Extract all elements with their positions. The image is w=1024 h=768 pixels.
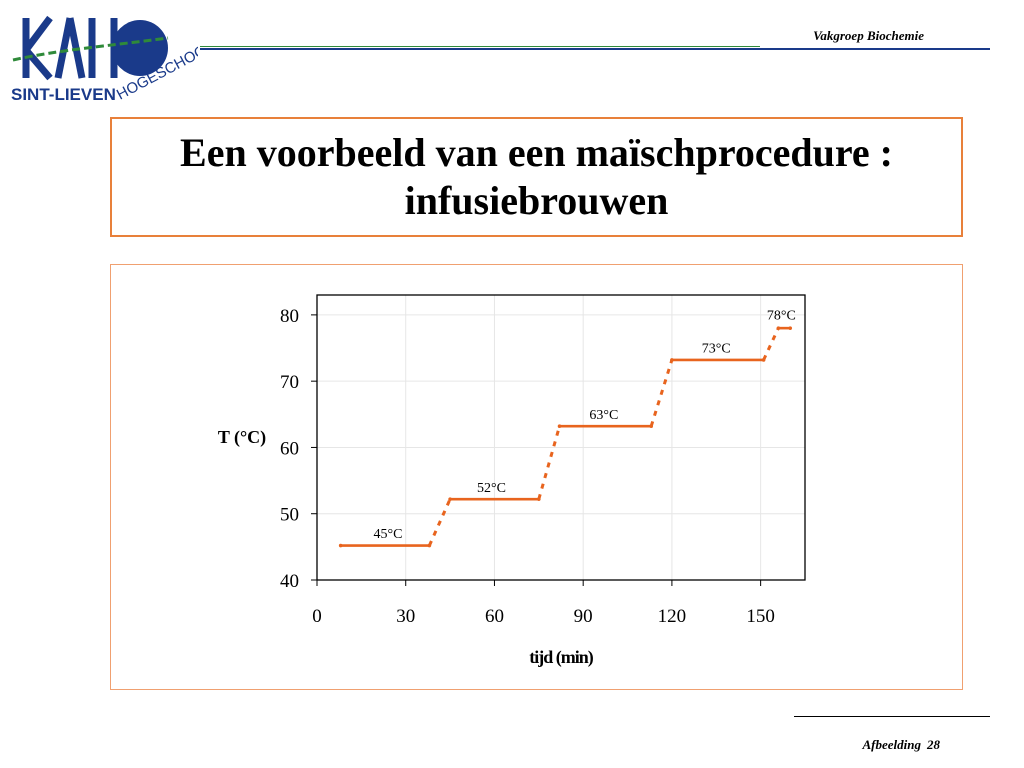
temperature-label: 63°C [589,408,618,423]
logo-subtitle: SINT-LIEVEN [11,85,116,104]
logo-o-shape [112,20,168,76]
footer-rule [794,716,990,717]
chart: 0 30 60 90 120 150 40 50 60 70 80 tijd (min) T (°C) 4… [218,294,806,668]
x-tick-label: 30 [396,606,415,627]
x-tick-label: 0 [312,606,322,627]
y-tick-label: 40 [280,571,299,592]
footer-label: Afbeelding [862,737,922,752]
y-tick-label: 50 [280,505,299,526]
y-tick-label: 70 [280,372,299,393]
chart-box: 0 30 60 90 120 150 40 50 60 70 80 tijd (min) T (°C) 4… [110,264,963,690]
plot-frame [316,294,806,581]
y-tick-label: 80 [280,306,299,327]
header-rule [200,48,990,50]
data-point [670,358,674,362]
x-tick-label: 150 [746,606,775,627]
y-tick-label: 60 [280,438,299,459]
y-axis-label: T (°C) [218,427,266,448]
ramp-segment [537,425,561,500]
x-tick-label: 90 [574,606,593,627]
slide-title: Een voorbeeld van een maïschprocedure : … [180,129,893,225]
logo-mark [22,15,118,81]
x-tick-label: 120 [658,606,687,627]
title-box: Een voorbeeld van een maïschprocedure : … [110,117,963,237]
data-point [338,543,343,548]
department-label: Vakgroep Biochemie [813,28,924,43]
slide-title-line-2: infusiebrouwen [404,178,669,223]
ramp-segment [649,359,674,427]
x-axis-label: tijd (min) [529,647,594,668]
data-point [557,424,562,429]
data-point [788,326,793,330]
header-rule-green [200,46,760,47]
data-point [448,497,452,501]
ramp-segment [762,327,780,361]
ramp-segment [428,498,452,547]
temperature-label: 45°C [374,527,403,542]
data-point [776,326,781,330]
temperature-label: 52°C [477,481,506,496]
footer: Afbeelding 28 [857,737,941,753]
logo: SINT-LIEVEN HOGESCHOOL [8,8,217,108]
temperature-label: 78°C [767,309,796,324]
slide-title-line-1: Een voorbeeld van een maïschprocedure : [180,130,893,175]
x-tick-label: 60 [485,606,504,627]
footer-number: 28 [927,737,940,752]
temperature-label: 73°C [702,342,731,357]
